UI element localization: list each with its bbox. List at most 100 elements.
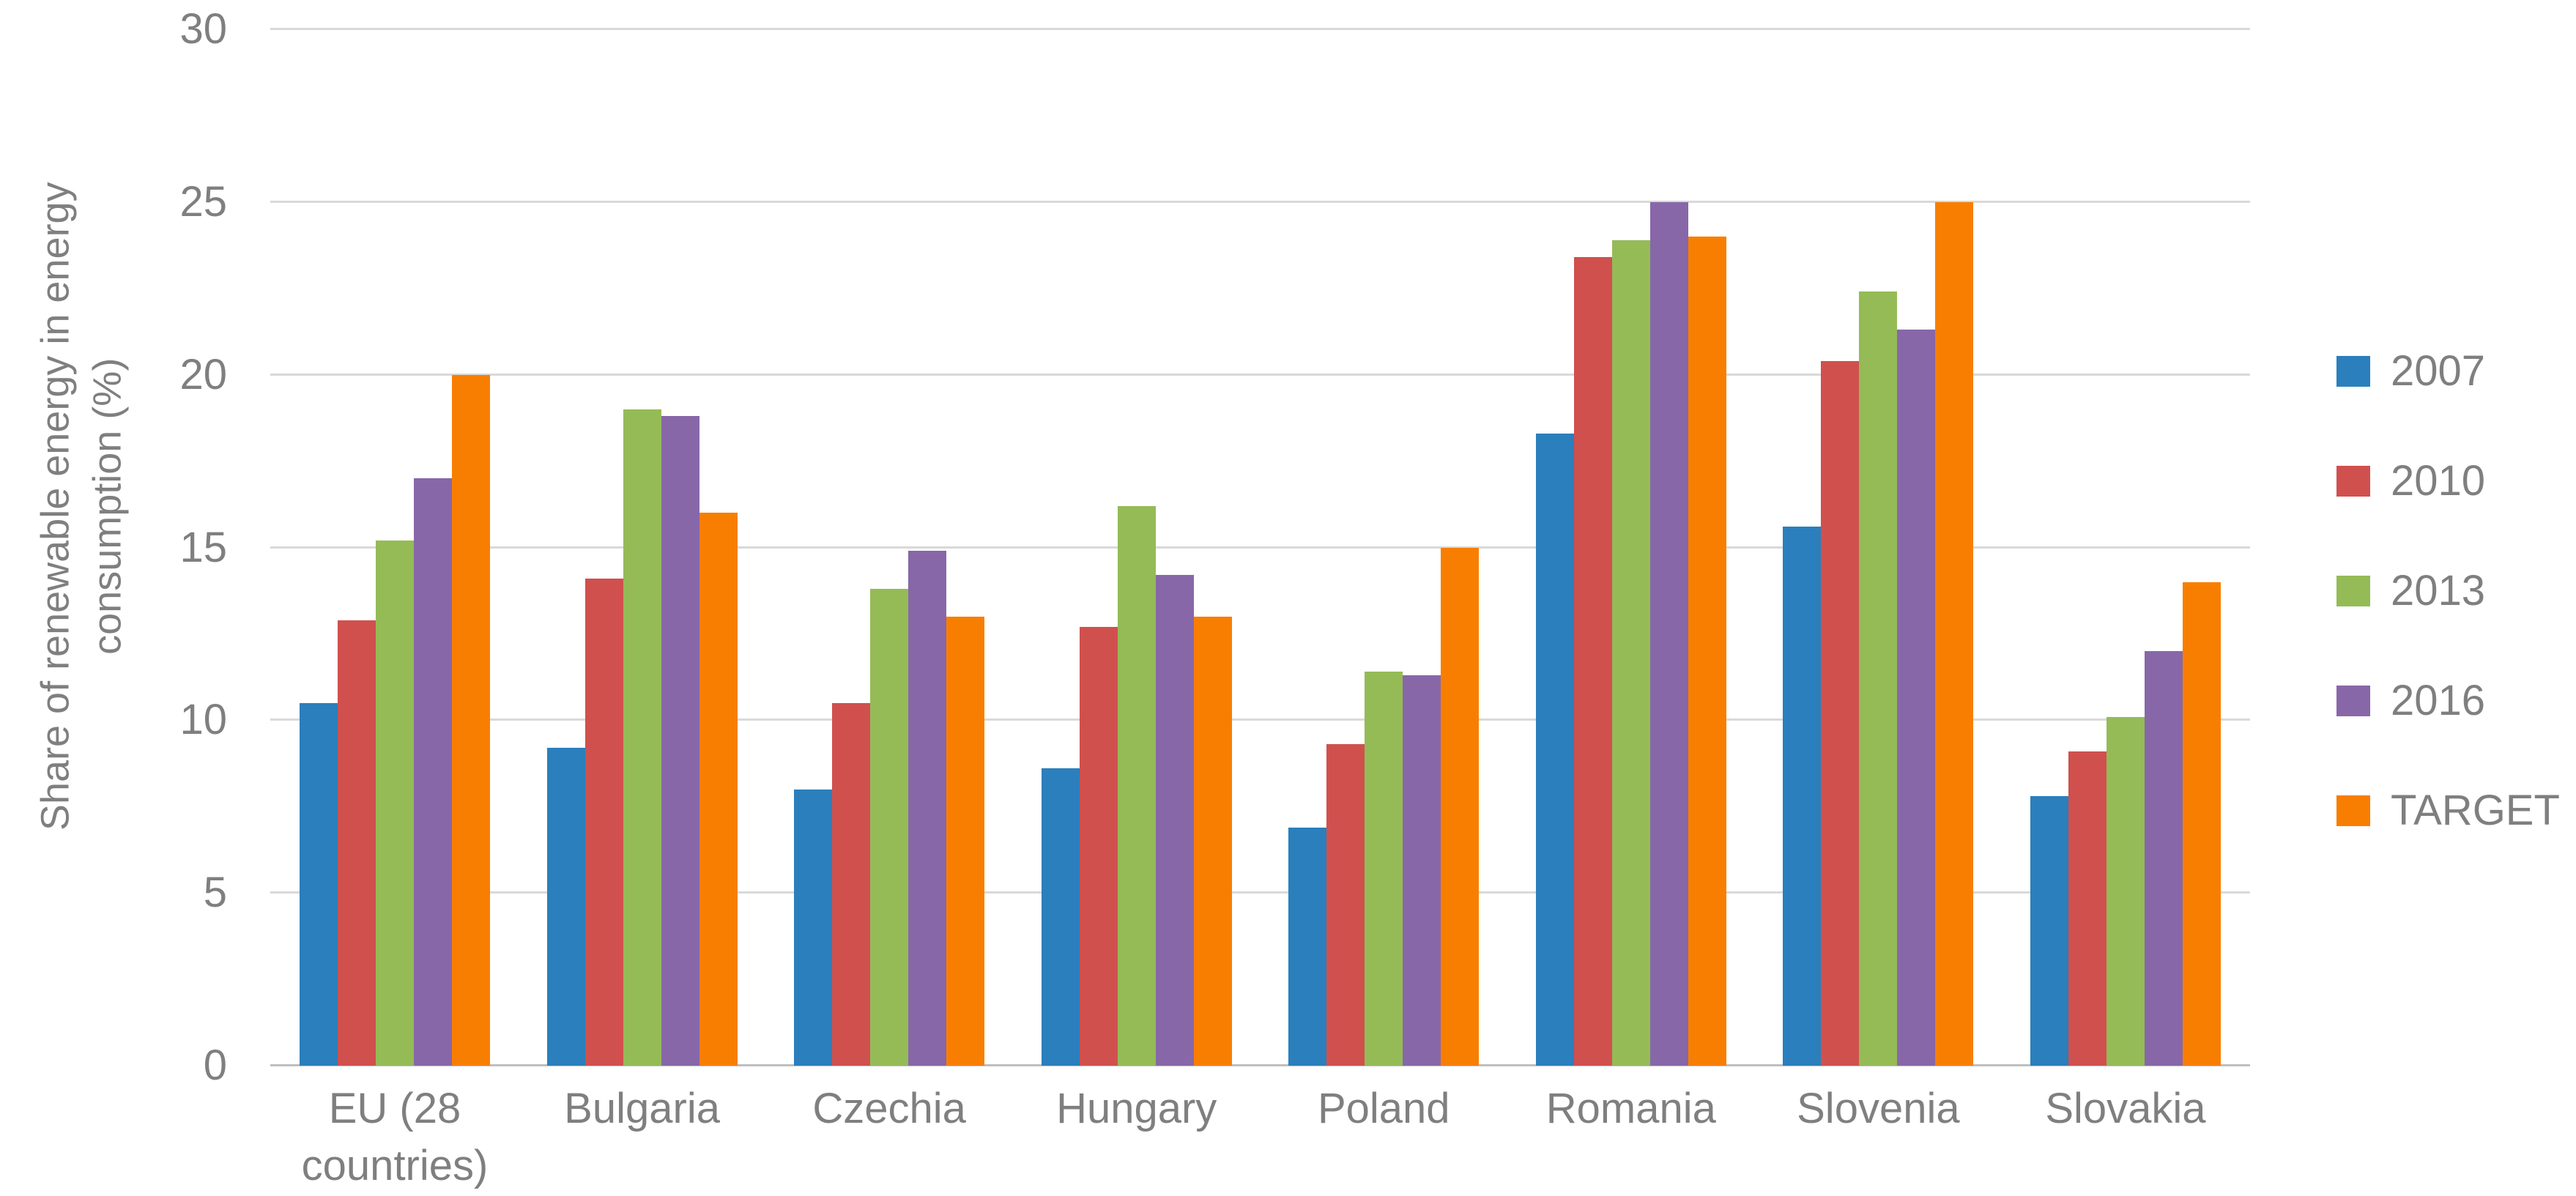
bar-group-eu-28-countries	[300, 29, 490, 1066]
bar-2013	[2106, 716, 2145, 1066]
bar-2007	[2030, 796, 2068, 1066]
bar-2013	[1859, 291, 1898, 1066]
x-axis-label: Bulgaria	[547, 1080, 738, 1195]
bar-group-slovenia	[1783, 29, 1974, 1066]
x-axis-label: Slovakia	[2030, 1080, 2221, 1195]
x-axis-label-text: Bulgaria	[564, 1085, 720, 1132]
bar-group-slovakia	[2030, 29, 2221, 1066]
bar-2016	[414, 478, 452, 1066]
legend-swatch-2016	[2336, 686, 2370, 716]
bar-2016	[2144, 651, 2183, 1066]
x-axis-label-text: EU (28 countries)	[301, 1085, 489, 1190]
bar-target	[1688, 237, 1726, 1066]
bar-2010	[1079, 626, 1118, 1066]
y-tick-label: 10	[179, 696, 227, 744]
bar-2013	[1365, 672, 1403, 1066]
bar-group-romania	[1535, 29, 1726, 1066]
x-axis-label-text: Hungary	[1056, 1085, 1217, 1132]
y-tick-label: 5	[203, 869, 227, 917]
x-axis-labels: EU (28 countries) Bulgaria Czechia Hungary P…	[270, 1080, 2250, 1195]
y-tick-label: 25	[179, 177, 227, 226]
bar-target	[452, 374, 490, 1066]
y-axis-title-line-1: Share of renewable energy in energy	[33, 182, 78, 831]
legend-label: TARGET	[2391, 787, 2560, 834]
y-tick-label: 15	[179, 523, 227, 571]
bar-2013	[870, 589, 909, 1066]
x-axis-label-text: Slovenia	[1797, 1085, 1960, 1132]
legend-label: 2016	[2391, 677, 2486, 724]
bar-2007	[300, 702, 338, 1066]
bar-2013	[376, 541, 414, 1066]
bar-2007	[1288, 827, 1327, 1066]
y-tick-label: 0	[203, 1041, 227, 1089]
gridline	[270, 891, 2250, 894]
x-axis-label: Poland	[1288, 1080, 1479, 1195]
x-axis-label: Hungary	[1042, 1080, 1232, 1195]
gridline	[270, 28, 2250, 30]
x-axis-label: EU (28 countries)	[300, 1080, 490, 1195]
legend-label: 2013	[2391, 567, 2486, 614]
x-axis-label: Czechia	[794, 1080, 984, 1195]
legend-item-2007: 2007	[2336, 350, 2560, 393]
gridline	[270, 200, 2250, 203]
y-axis-tick-labels: 0 5 10 15 20 25 30	[103, 8, 227, 1087]
legend-swatch-2010	[2336, 466, 2370, 497]
x-axis-label-text: Poland	[1317, 1085, 1450, 1132]
bar-2010	[584, 578, 623, 1066]
bar-2010	[2068, 751, 2107, 1066]
bar-group-czechia	[794, 29, 985, 1066]
bar-2010	[1573, 257, 1612, 1066]
bar-2013	[623, 409, 661, 1066]
legend-item-2013: 2013	[2336, 570, 2560, 612]
legend-swatch-2007	[2336, 356, 2370, 387]
x-axis-label-text: Czechia	[812, 1085, 966, 1132]
gridline	[270, 718, 2250, 721]
x-axis-label-text: Slovakia	[2045, 1085, 2206, 1132]
x-axis-label-text: Romania	[1545, 1085, 1716, 1132]
bar-target	[1935, 201, 1974, 1066]
bar-2016	[1649, 201, 1688, 1066]
x-axis-line	[270, 1064, 2250, 1066]
legend-label: 2007	[2391, 347, 2486, 395]
bar-2016	[908, 551, 947, 1066]
bar-group-bulgaria	[546, 29, 738, 1066]
bar-2007	[794, 789, 833, 1066]
plot-area	[270, 28, 2250, 1066]
bar-group-poland	[1288, 29, 1480, 1066]
bar-2013	[1611, 239, 1650, 1066]
legend-swatch-2013	[2336, 576, 2370, 606]
bar-2016	[1155, 575, 1194, 1066]
bar-2016	[1403, 675, 1441, 1066]
legend-item-2010: 2010	[2336, 460, 2560, 502]
bar-group-hungary	[1041, 29, 1232, 1066]
bar-2013	[1117, 505, 1156, 1066]
bar-target	[946, 616, 985, 1066]
bar-2007	[1535, 433, 1574, 1066]
legend-item-target: TARGET	[2336, 790, 2560, 832]
bar-2010	[1821, 360, 1860, 1066]
y-tick-label: 20	[179, 350, 227, 398]
legend-swatch-target	[2336, 795, 2370, 826]
bar-2010	[338, 620, 376, 1066]
bar-2010	[1326, 744, 1365, 1066]
bar-2007	[1783, 527, 1822, 1066]
bar-2007	[1041, 768, 1080, 1066]
bar-target	[2182, 582, 2221, 1066]
bar-target	[699, 513, 738, 1066]
legend-label: 2010	[2391, 457, 2486, 505]
legend: 2007 2010 2013 2016 TARGET	[2336, 350, 2560, 832]
bar-2016	[1897, 330, 1936, 1066]
bars-row	[270, 29, 2250, 1066]
y-tick-label: 30	[179, 5, 227, 53]
bar-target	[1441, 547, 1480, 1066]
gridline	[270, 546, 2250, 549]
bar-2010	[832, 702, 871, 1066]
bar-target	[1193, 616, 1232, 1066]
bar-2016	[661, 416, 699, 1066]
legend-item-2016: 2016	[2336, 680, 2560, 722]
gridline	[270, 373, 2250, 376]
bar-2007	[546, 748, 585, 1066]
x-axis-label: Romania	[1536, 1080, 1726, 1195]
x-axis-label: Slovenia	[1783, 1080, 1973, 1195]
